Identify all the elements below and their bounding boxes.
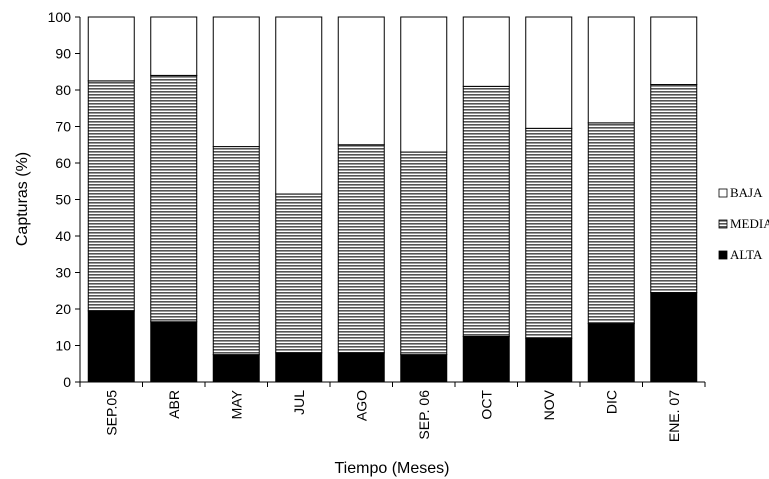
- bar-media-segment: [650, 84, 698, 294]
- bar-baja-segment: [212, 16, 260, 148]
- y-tick-label: 50: [55, 192, 71, 208]
- y-axis-title: Capturas (%): [14, 152, 31, 246]
- y-tick-label: 70: [55, 119, 71, 135]
- bar-media-segment: [400, 151, 448, 356]
- bar-media-segment: [337, 144, 385, 354]
- x-ticks: SEP.05 ABR MAY JUL AGO SEP. 06 OCT NOV DIC ENE. 0…: [79, 382, 706, 442]
- bar-alta-segment: [212, 354, 260, 383]
- bar-media-segment: [587, 122, 635, 325]
- bar-alta-segment: [87, 310, 135, 383]
- bar-media-segment: [525, 127, 573, 339]
- y-tick-label: 20: [55, 301, 71, 317]
- x-tick-label: ABR: [166, 390, 182, 419]
- bar-media-segment: [275, 193, 323, 354]
- bar-media-segment: [150, 74, 198, 323]
- bar-baja-segment: [650, 16, 698, 86]
- legend-label-media: MEDIA: [730, 216, 769, 231]
- y-tick-label: 40: [55, 228, 71, 244]
- x-tick-label: NOV: [541, 389, 557, 420]
- x-tick-label: OCT: [478, 390, 494, 420]
- x-tick-label: JUL: [291, 390, 307, 415]
- bar-baja-segment: [525, 16, 573, 129]
- y-tick-label: 90: [55, 46, 71, 62]
- x-tick-label: ENE. 07: [666, 390, 682, 442]
- x-axis-title: Tiempo (Meses): [335, 460, 450, 477]
- x-tick-label: SEP.05: [103, 390, 119, 436]
- x-tick-label: SEP. 06: [416, 390, 432, 440]
- y-tick-label: 30: [55, 265, 71, 281]
- bar-baja-segment: [587, 16, 635, 124]
- bar-baja-segment: [462, 16, 510, 87]
- y-tick-label: 60: [55, 155, 71, 171]
- bar-alta-segment: [150, 321, 198, 383]
- y-tick-label: 10: [55, 338, 71, 354]
- bar-baja-segment: [275, 16, 323, 195]
- y-ticks: 0 10 20 30 40 50 60 70 80 90 100: [48, 9, 80, 390]
- bar-media-segment: [462, 85, 510, 337]
- legend-swatch-media: [718, 219, 728, 229]
- bar-media-segment: [87, 80, 135, 312]
- bar-baja-segment: [150, 16, 198, 76]
- bar-alta-segment: [400, 354, 448, 383]
- bar-alta-segment: [462, 335, 510, 383]
- y-tick-label: 100: [48, 9, 72, 25]
- bar-alta-segment: [337, 352, 385, 383]
- legend: BAJA MEDIA ALTA: [718, 185, 769, 262]
- x-tick-label: MAY: [228, 389, 244, 419]
- bar-alta-segment: [525, 337, 573, 383]
- legend-swatch-baja: [718, 188, 728, 198]
- legend-label-baja: BAJA: [730, 185, 763, 200]
- y-tick-label: 0: [63, 374, 71, 390]
- bar-alta-segment: [650, 292, 698, 383]
- x-tick-label: DIC: [603, 390, 619, 414]
- bars-layer: [87, 16, 698, 383]
- bar-baja-segment: [87, 16, 135, 82]
- bar-baja-segment: [400, 16, 448, 153]
- bar-media-segment: [212, 146, 260, 356]
- legend-swatch-alta: [718, 250, 728, 260]
- bar-alta-segment: [587, 323, 635, 383]
- y-tick-label: 80: [55, 82, 71, 98]
- x-tick-label: AGO: [353, 390, 369, 421]
- bar-baja-segment: [337, 16, 385, 146]
- bar-alta-segment: [275, 352, 323, 383]
- legend-label-alta: ALTA: [730, 247, 763, 262]
